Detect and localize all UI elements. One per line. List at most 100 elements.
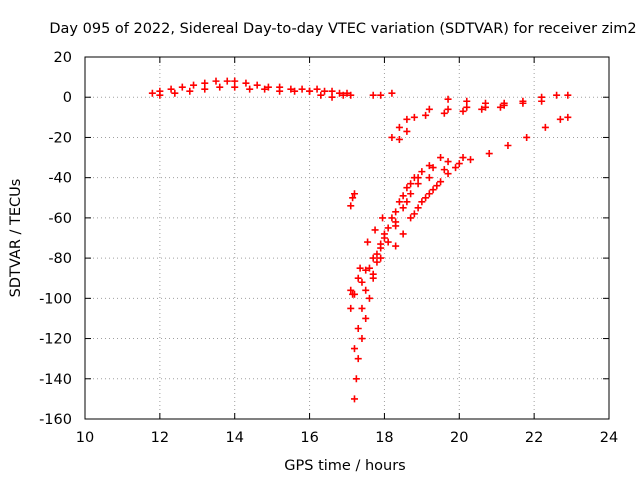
data-point [433,182,441,190]
data-point [347,304,355,312]
y-tick-label: -140 [39,372,72,388]
data-point [369,91,377,99]
y-tick-label: 20 [54,50,72,66]
y-tick-label: -80 [48,251,72,267]
data-point [317,91,325,99]
data-point [553,91,561,99]
data-point [347,202,355,210]
y-axis-label: SDTVAR / TECUs [8,179,24,298]
data-point [339,91,347,99]
data-point [440,166,448,174]
data-point [178,83,186,91]
data-point [350,345,358,353]
data-point [365,264,373,272]
data-point [377,91,385,99]
data-point [407,214,415,222]
y-tick-label: -160 [39,412,72,428]
data-point [403,184,411,192]
data-point [306,87,314,95]
series-1 [148,77,396,101]
data-point [380,234,388,242]
data-point [392,218,400,226]
data-point [519,99,527,107]
data-point [384,224,392,232]
data-point [264,83,272,91]
data-point [429,164,437,172]
data-point [395,198,403,206]
data-point [276,87,284,95]
data-point [467,156,475,164]
data-point [414,180,422,188]
data-point [399,230,407,238]
data-point [328,87,336,95]
x-tick-label: 14 [225,430,243,446]
data-point [369,270,377,278]
data-point [231,83,239,91]
chart-title: Day 095 of 2022, Sidereal Day-to-day VTE… [49,21,636,37]
data-point [379,214,387,222]
data-point [403,127,411,135]
plot-frame [84,56,610,420]
data-point [541,123,549,131]
data-point [373,250,381,258]
x-tick-label: 20 [450,430,468,446]
data-point [358,335,366,343]
data-point [186,87,194,95]
y-tick-labels: 20 0 -20 -40 -60 -80 -100 -120 -140 -160 [39,50,72,428]
data-point [459,154,467,162]
data-point [223,77,231,85]
data-point [399,204,407,212]
data-point [201,79,209,87]
data-point [388,214,396,222]
data-point [422,194,430,202]
data-point [298,85,306,93]
data-point [440,109,448,117]
grid-lines [85,57,609,419]
data-point [444,95,452,103]
data-point [171,89,179,97]
data-point [388,89,396,97]
data-point [414,204,422,212]
data-point [437,178,445,186]
data-point [358,278,366,286]
data-point [328,93,336,101]
data-point [201,85,209,93]
data-points [148,77,572,403]
data-point [148,89,156,97]
y-tick-label: -40 [48,171,72,187]
data-point [354,325,362,332]
data-point [463,97,471,105]
data-point [455,160,463,168]
data-point [358,304,366,312]
x-axis-label: GPS time / hours [284,458,405,474]
data-point [190,81,198,89]
data-point [156,91,164,99]
data-point [167,85,175,93]
data-point [212,77,220,85]
data-point [481,103,489,111]
data-point [369,254,377,262]
axis-ticks [84,56,610,420]
data-point [392,242,400,250]
x-tick-label: 12 [151,430,169,446]
data-point [556,115,564,123]
data-point [425,105,433,113]
data-point [388,133,396,141]
y-tick-label: -120 [39,332,72,348]
data-point [425,174,433,182]
data-point [410,113,418,121]
data-point [422,111,430,119]
data-point [414,174,422,182]
y-tick-label: -60 [48,211,72,227]
data-point [384,238,392,246]
data-point [564,113,572,121]
y-tick-label: -100 [39,291,72,307]
data-point [362,286,370,294]
data-point [362,314,370,322]
data-point [429,186,437,194]
data-point [349,194,357,202]
data-point [403,198,411,206]
data-point [253,81,261,89]
data-point [437,154,445,162]
